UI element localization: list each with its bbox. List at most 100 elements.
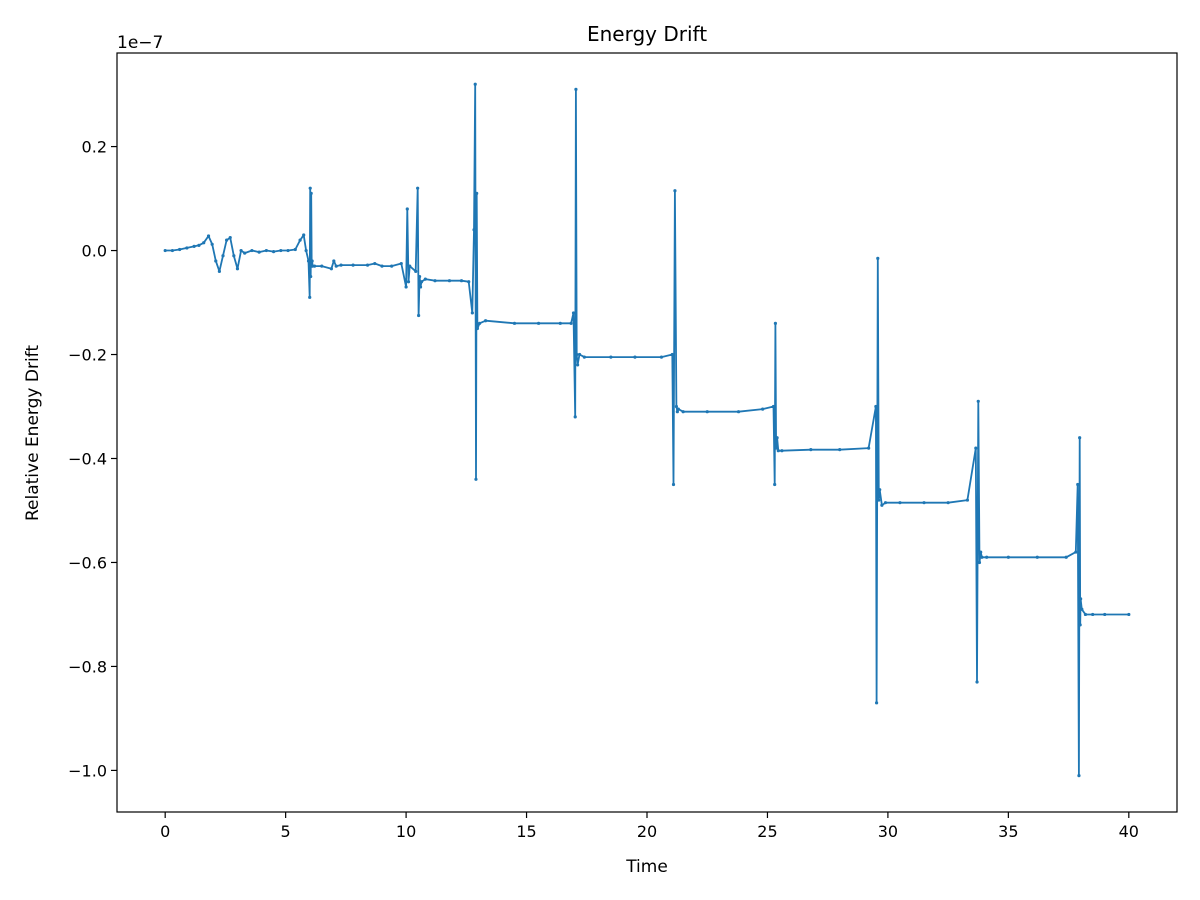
- y-tick-label: 0.2: [82, 138, 107, 157]
- data-point: [373, 261, 377, 266]
- data-point: [470, 311, 474, 315]
- data-point: [582, 355, 586, 359]
- data-point: [558, 321, 562, 325]
- data-point: [202, 241, 206, 245]
- data-point: [197, 243, 201, 247]
- data-point: [1076, 482, 1080, 487]
- data-point: [417, 313, 421, 318]
- data-point: [867, 446, 871, 450]
- data-point: [985, 555, 989, 559]
- data-point: [965, 498, 970, 502]
- data-point: [310, 259, 314, 263]
- data-point: [975, 680, 979, 684]
- data-point: [774, 446, 778, 450]
- data-point: [304, 248, 308, 253]
- data-point: [178, 247, 182, 252]
- y-tick-label: −0.8: [68, 657, 107, 676]
- data-point: [250, 248, 254, 253]
- data-point: [1077, 774, 1081, 778]
- data-point: [239, 248, 243, 253]
- data-point: [351, 263, 355, 267]
- data-point: [332, 259, 336, 263]
- data-point: [206, 234, 211, 238]
- data-point: [264, 248, 268, 253]
- data-point: [670, 352, 674, 357]
- data-point: [1080, 607, 1084, 611]
- y-tick-label: −0.2: [68, 346, 107, 365]
- data-point: [406, 280, 411, 284]
- data-point: [573, 415, 577, 419]
- data-point: [809, 448, 813, 452]
- data-point: [433, 279, 437, 283]
- data-point: [423, 277, 427, 281]
- x-axis-ticks: 0 5 10 15 20 25 30 35 40: [160, 812, 1139, 841]
- data-point: [210, 242, 214, 246]
- data-point: [577, 352, 582, 357]
- data-point: [974, 446, 978, 450]
- data-point: [671, 482, 676, 487]
- data-point: [536, 321, 541, 325]
- data-point: [302, 233, 306, 237]
- data-point: [477, 321, 482, 325]
- x-tick-label: 15: [516, 822, 536, 841]
- data-point: [1078, 436, 1082, 440]
- data-point: [1078, 623, 1082, 627]
- data-point: [575, 352, 579, 357]
- data-point: [483, 319, 488, 323]
- data-point: [286, 248, 290, 253]
- data-point: [221, 254, 225, 258]
- data-point: [419, 280, 424, 284]
- data-point: [1079, 597, 1083, 601]
- data-point: [417, 274, 422, 279]
- data-point: [312, 264, 317, 268]
- data-point: [633, 355, 637, 359]
- y-tick-label: −0.4: [68, 449, 107, 468]
- data-point: [761, 407, 765, 411]
- y-tick-label: −0.6: [68, 553, 107, 572]
- data-point: [416, 186, 420, 190]
- data-point: [571, 311, 576, 315]
- data-point: [405, 207, 409, 211]
- data-point: [674, 404, 678, 409]
- x-tick-label: 25: [757, 822, 777, 841]
- data-point: [979, 550, 983, 554]
- data-point: [475, 326, 479, 331]
- data-point: [271, 249, 276, 254]
- data-point: [838, 448, 842, 452]
- data-point: [681, 410, 685, 414]
- data-point: [185, 246, 189, 250]
- data-point: [775, 436, 779, 440]
- data-point: [309, 191, 313, 195]
- data-point: [320, 264, 324, 268]
- data-point: [243, 251, 247, 255]
- x-tick-label: 0: [160, 822, 170, 841]
- data-point: [217, 269, 221, 273]
- data-point: [880, 503, 884, 507]
- data-point: [976, 399, 980, 403]
- data-point: [878, 488, 882, 492]
- data-point: [447, 279, 452, 283]
- data-point: [228, 235, 232, 240]
- data-point: [1103, 612, 1107, 617]
- data-point: [380, 264, 384, 268]
- chart-title: Energy Drift: [587, 22, 707, 46]
- data-point: [659, 355, 664, 359]
- data-point: [773, 482, 777, 487]
- y-tick-label: 0.0: [82, 242, 107, 261]
- data-point: [898, 501, 902, 505]
- data-point: [472, 228, 476, 232]
- data-point: [365, 263, 370, 267]
- data-point: [736, 410, 741, 414]
- data-point: [225, 238, 229, 242]
- data-point: [946, 501, 950, 505]
- x-tick-label: 40: [1119, 822, 1139, 841]
- data-point: [309, 274, 313, 279]
- x-tick-label: 5: [281, 822, 291, 841]
- data-point: [771, 404, 776, 409]
- data-point: [192, 244, 196, 248]
- data-point: [414, 269, 418, 273]
- data-point: [1127, 612, 1131, 617]
- x-tick-label: 30: [878, 822, 898, 841]
- data-point: [705, 410, 709, 414]
- data-point: [977, 560, 982, 565]
